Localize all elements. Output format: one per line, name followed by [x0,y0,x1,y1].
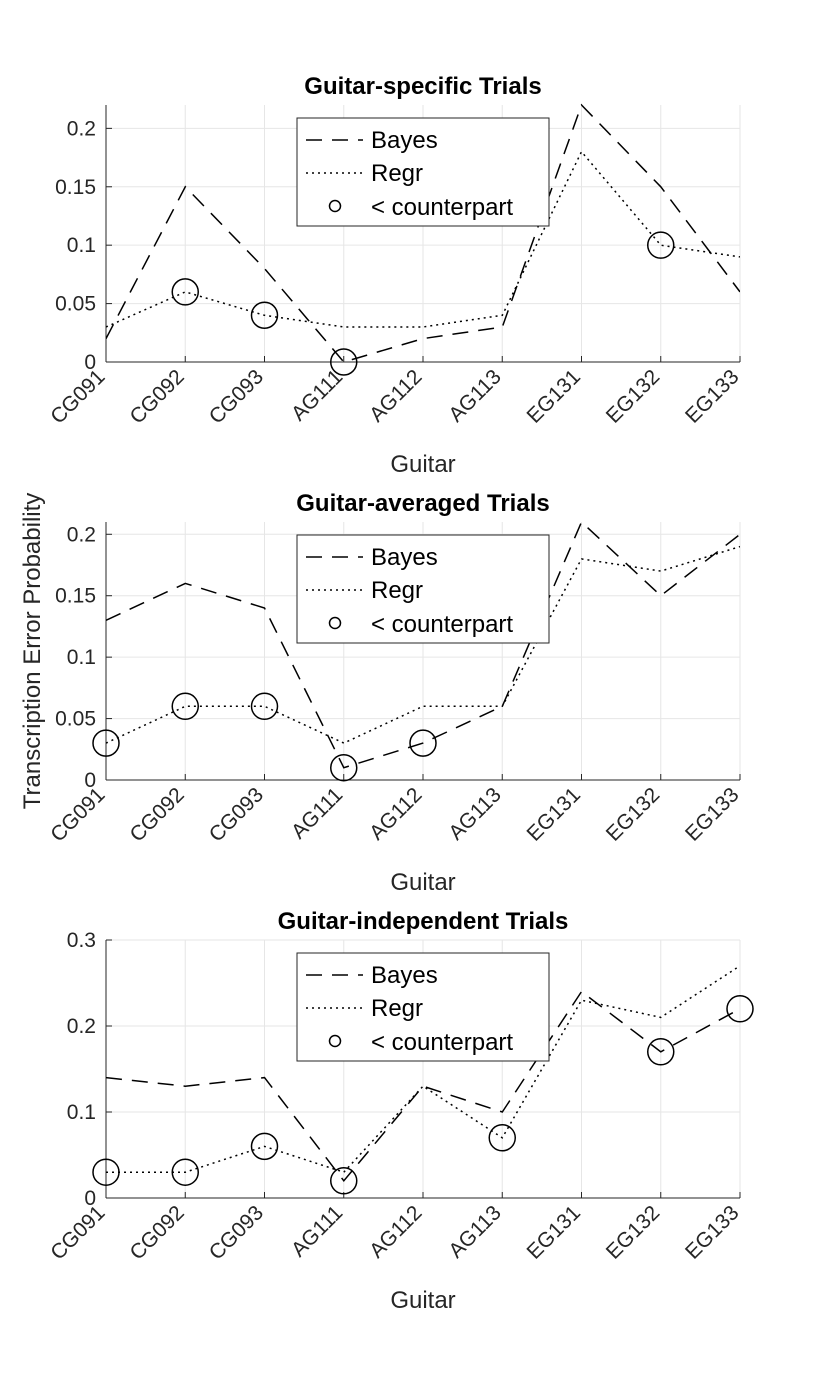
legend-bayes-label: Bayes [371,544,438,571]
plot-area [106,520,740,769]
x-tick-label: CG093 [205,365,268,428]
x-tick-label: EG132 [602,783,665,846]
legend-counterpart-label: < counterpart [371,1029,513,1056]
x-tick-label: EG133 [681,1201,744,1264]
legend-box [296,952,550,1062]
x-tick-label: EG131 [523,783,586,846]
series-line-regr [106,150,740,328]
counterpart-marker [330,348,358,376]
legend-counterpart-sample [328,1034,342,1048]
plot-area [106,965,740,1182]
chart-title: Guitar-averaged Trials [296,490,549,517]
counterpart-marker [330,1167,358,1195]
legend-counterpart-label: < counterpart [371,611,513,638]
counterpart-marker [171,692,199,721]
legend-counterpart-sample [328,616,342,630]
x-axis-label: Guitar [390,1287,455,1314]
counterpart-marker [647,231,675,259]
x-tick-label: CG093 [205,783,268,846]
x-tick-label: AG113 [444,1201,505,1262]
legend-bayes-label: Bayes [371,962,438,989]
y-tick-label: 0 [84,351,96,374]
x-tick-label: CG092 [125,783,188,846]
x-tick-label: EG133 [681,783,744,846]
counterpart-marker [409,729,437,757]
y-tick-label: 0.15 [55,176,96,199]
y-tick-label: 0.2 [67,1015,96,1038]
chart-title: Guitar-independent Trials [278,908,569,935]
y-tick-label: 0.15 [55,585,96,608]
counterpart-marker [250,301,279,330]
legend: Bayes Regr < counterpart [296,117,550,227]
counterpart-marker [171,278,199,306]
counterpart-marker [488,1124,516,1152]
y-tick-label: 0.3 [67,929,96,952]
x-tick-label: EG131 [523,1201,586,1264]
x-tick-label: CG092 [125,1201,188,1264]
plot-area [106,103,740,363]
legend-box [296,534,550,644]
x-tick-label: CG091 [46,1201,109,1264]
chart-title: Guitar-specific Trials [304,73,541,100]
counterpart-marker [92,729,120,757]
legend-regr-label: Regr [371,577,423,604]
y-tick-label: 0.2 [67,523,96,546]
legend-counterpart-sample [328,199,342,213]
y-tick-label: 0 [84,769,96,792]
x-tick-label: CG092 [125,365,188,428]
x-tick-label: CG091 [46,365,109,428]
y-tick-label: 0.1 [67,646,96,669]
counterpart-marker [250,1132,279,1161]
series-line-bayes [106,520,740,769]
chart-panel-3: 0 0.1 0.2 0.3 CG091 CG092 CG093 AG111 AG112 AG113… [46,908,754,1314]
x-tick-label: CG093 [205,1201,268,1264]
x-tick-label: CG091 [46,783,109,846]
chart-panel-2: 0 0.05 0.1 0.15 0.2 CG091 CG092 CG093 AG111 AG112… [46,490,743,896]
y-tick-label: 0 [84,1187,96,1210]
x-axis-label: Guitar [390,451,455,478]
counterpart-marker [250,692,279,721]
x-tick-label: EG132 [602,1201,665,1264]
x-tick-label: AG112 [365,365,426,426]
legend-box [296,117,550,227]
y-tick-label: 0.05 [55,708,96,731]
y-tick-label: 0.2 [67,117,96,140]
counterpart-marker [92,1158,120,1186]
y-tick-label: 0.1 [67,1101,96,1124]
counterpart-marker [171,1158,199,1186]
series-line-bayes [106,103,740,363]
x-tick-label: AG112 [365,1201,426,1262]
counterpart-marker [647,1038,675,1066]
figure-y-axis-label: Transcription Error Probability [19,493,46,810]
x-tick-label: EG133 [681,365,744,428]
y-tick-label: 0.1 [67,234,96,257]
x-axis-label: Guitar [390,869,455,896]
x-tick-label: EG132 [602,365,665,428]
x-tick-label: AG112 [365,783,426,844]
x-tick-label: EG131 [523,365,586,428]
x-tick-label: AG111 [287,783,347,843]
series-line-bayes [106,990,740,1182]
legend-regr-label: Regr [371,160,423,187]
legend: Bayes Regr < counterpart [296,952,550,1062]
legend-counterpart-label: < counterpart [371,194,513,221]
x-tick-label: AG113 [444,365,505,426]
y-tick-label: 0.05 [55,293,96,316]
counterpart-marker [726,995,754,1023]
legend-regr-label: Regr [371,995,423,1022]
legend: Bayes Regr < counterpart [296,534,550,644]
counterpart-marker [330,753,358,782]
x-tick-label: AG111 [287,1201,347,1261]
legend-bayes-label: Bayes [371,127,438,154]
x-tick-label: AG113 [444,783,505,844]
